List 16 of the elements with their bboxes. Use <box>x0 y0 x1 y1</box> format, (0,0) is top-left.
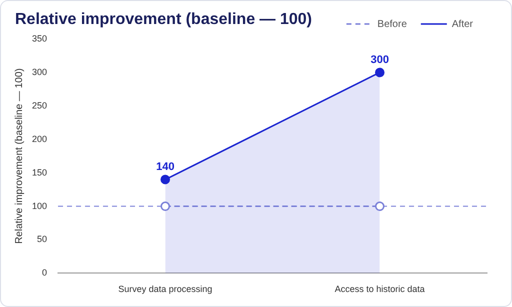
chart-title: Relative improvement (baseline — 100) <box>15 11 312 29</box>
y-tick-label: 100 <box>32 200 48 211</box>
y-tick-label: 350 <box>32 33 48 44</box>
legend-label: Before <box>377 18 408 30</box>
y-tick-label: 0 <box>42 268 48 278</box>
y-tick-label: 300 <box>32 66 48 77</box>
y-tick-label: 50 <box>37 234 48 244</box>
y-tick-label: 150 <box>32 167 48 178</box>
x-tick-label: Access to historic data <box>334 284 425 294</box>
y-tick-label: 200 <box>32 134 48 144</box>
legend-label: After <box>452 18 474 30</box>
y-axis-title: Relative improvement (baseline — 100) <box>14 68 25 244</box>
x-tick-label: Survey data processing <box>118 284 212 294</box>
data-label: 300 <box>370 54 389 66</box>
y-tick-label: 250 <box>32 100 48 110</box>
data-label: 140 <box>156 161 174 174</box>
